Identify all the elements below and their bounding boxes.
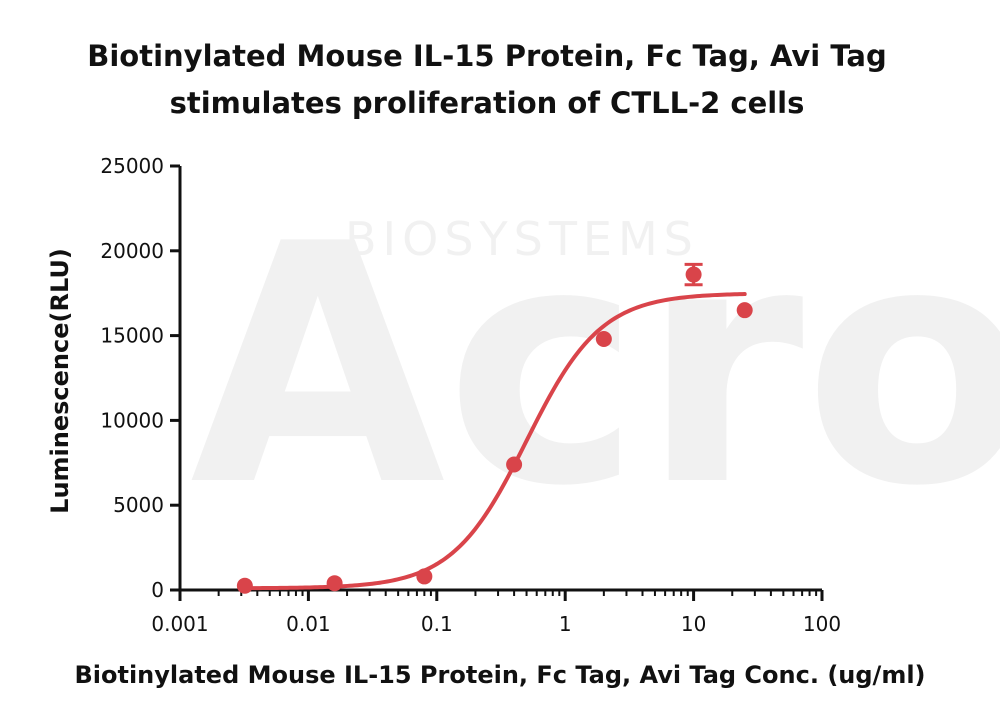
x-tick-label: 0.1 xyxy=(421,612,453,636)
watermark-subtitle: BIOSYSTEMS xyxy=(345,212,699,266)
data-point xyxy=(416,568,433,585)
y-tick-label: 10000 xyxy=(100,408,164,432)
data-point xyxy=(236,577,253,594)
data-point xyxy=(685,266,702,283)
y-tick-label: 20000 xyxy=(100,239,164,263)
x-tick-label: 0.001 xyxy=(151,612,208,636)
y-tick-label: 25000 xyxy=(100,154,164,178)
watermark: Acro BIOSYSTEMS xyxy=(190,174,1000,558)
chart-title-line-1: Biotinylated Mouse IL-15 Protein, Fc Tag… xyxy=(87,39,886,73)
watermark-brand: Acro xyxy=(190,174,1000,558)
data-point xyxy=(595,330,612,347)
data-point xyxy=(326,575,343,592)
chart-title: Biotinylated Mouse IL-15 Protein, Fc Tag… xyxy=(87,39,886,120)
x-tick-label: 1 xyxy=(559,612,572,636)
x-tick-label: 10 xyxy=(681,612,706,636)
data-points-layer xyxy=(236,262,753,594)
data-point xyxy=(736,302,753,319)
y-axis-label: Luminescence(RLU) xyxy=(46,248,74,514)
x-tick-label: 100 xyxy=(803,612,841,636)
data-point xyxy=(506,456,523,473)
axes: 0 5000 10000 15000 20000 25000 0.001 0.01 0.1 1 10… xyxy=(100,154,841,636)
chart-title-line-2: stimulates proliferation of CTLL-2 cells xyxy=(170,86,805,120)
y-tick-label: 15000 xyxy=(100,324,164,348)
x-axis-label: Biotinylated Mouse IL-15 Protein, Fc Tag… xyxy=(74,661,925,689)
x-tick-label: 0.01 xyxy=(286,612,331,636)
y-tick-label: 0 xyxy=(151,578,164,602)
y-tick-label: 5000 xyxy=(113,493,164,517)
